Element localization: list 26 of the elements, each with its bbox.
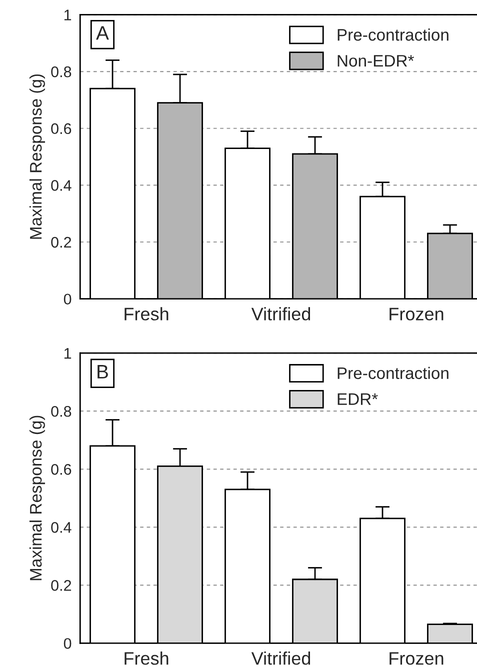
y-tick-label: 0.8 xyxy=(51,66,72,78)
y-tick-label: 0.6 xyxy=(51,123,72,134)
annotation: B xyxy=(98,365,108,378)
x-tick-label: Fresh xyxy=(124,652,168,665)
legend-label: EDR* xyxy=(338,393,378,405)
y-tick-label: 0.2 xyxy=(51,236,72,248)
legend-label: Pre-contraction xyxy=(338,28,448,41)
y-tick-label: 0 xyxy=(64,638,72,649)
x-tick-label: Fresh xyxy=(124,307,168,320)
annotation: A xyxy=(96,26,109,40)
y-tick-label: 0.8 xyxy=(51,406,72,417)
x-tick-label: Frozen xyxy=(390,652,444,665)
y-tick-label: 1 xyxy=(64,348,72,359)
x-tick-label: Frozen xyxy=(390,308,444,320)
y-tick-label: 0.4 xyxy=(51,522,72,533)
y-tick-label: 1 xyxy=(64,10,72,20)
y-axis-title: Maximal Response (g) xyxy=(29,74,46,239)
x-tick-label: Vitrified xyxy=(251,652,310,665)
y-tick-label: 0.4 xyxy=(51,180,72,191)
y-axis-title: Maximal Response (g) xyxy=(29,416,46,580)
y-tick-label: 0.2 xyxy=(51,580,72,591)
x-tick-label: Vitrified xyxy=(251,307,310,320)
y-tick-label: 0 xyxy=(64,294,72,305)
legend-label: Non-EDR* xyxy=(338,55,414,67)
y-tick-label: 0.6 xyxy=(51,464,72,475)
legend-label: Pre-contraction xyxy=(338,366,448,380)
